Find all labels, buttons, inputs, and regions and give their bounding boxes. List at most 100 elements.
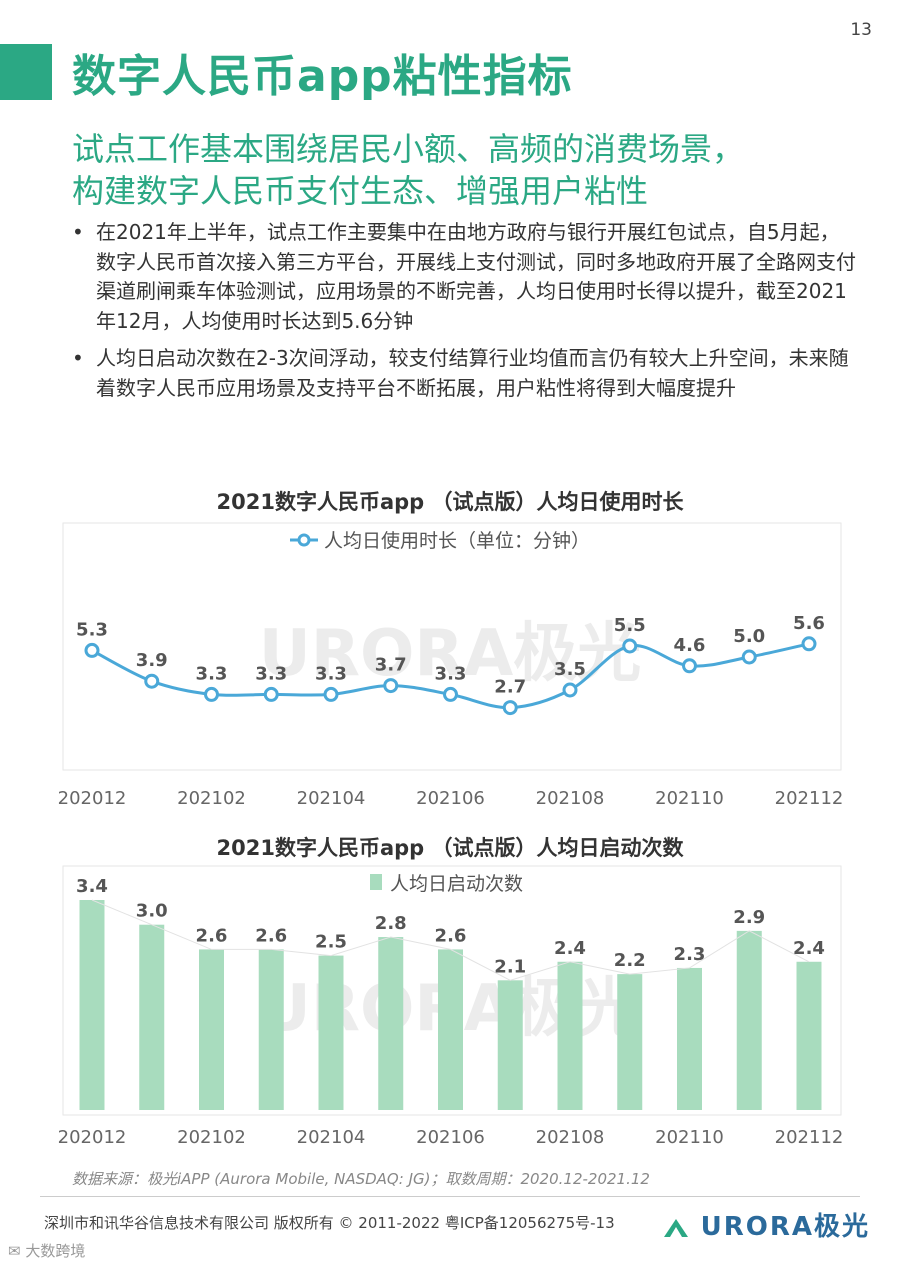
data-label: 2.9	[733, 907, 765, 928]
plot-area-border	[62, 522, 842, 771]
data-label: 3.9	[136, 650, 168, 671]
legend-marker	[297, 533, 311, 547]
aurora-logo-icon	[663, 1218, 688, 1237]
data-label: 2.6	[196, 925, 228, 946]
bar	[438, 949, 463, 1110]
bar	[677, 967, 702, 1110]
bar	[796, 961, 822, 1110]
data-point	[144, 673, 160, 689]
data-label: 2.4	[554, 938, 586, 959]
x-tick-label: 202012	[58, 1127, 127, 1148]
plot-area-border	[62, 865, 842, 1116]
subtitle-line-1: 试点工作基本围绕居民小额、高频的消费场景，	[72, 130, 745, 168]
x-tick-label: 202108	[536, 788, 605, 809]
data-point	[562, 682, 578, 698]
data-label: 2.6	[435, 925, 467, 946]
x-tick-label: 202104	[297, 788, 366, 809]
bar	[139, 924, 165, 1110]
data-label: 4.6	[674, 635, 706, 656]
bullet-dot: •	[72, 220, 84, 244]
data-point	[84, 642, 100, 658]
data-label: 3.3	[315, 663, 347, 684]
page-title: 数字人民币app粘性指标	[72, 51, 573, 102]
chat-bubble-icon: ✉	[8, 1242, 21, 1260]
bar	[497, 980, 523, 1110]
data-label: 5.6	[793, 613, 825, 634]
bar	[736, 930, 762, 1110]
x-tick-label: 202106	[416, 1127, 485, 1148]
legend-swatch	[370, 874, 382, 890]
bar	[378, 937, 404, 1110]
data-point	[502, 700, 518, 716]
bar	[557, 961, 583, 1110]
x-tick-label: 202106	[416, 788, 485, 809]
title-accent-bar	[0, 44, 52, 100]
data-label: 3.0	[136, 901, 168, 922]
x-tick-label: 202012	[58, 788, 127, 809]
data-point	[263, 686, 279, 702]
bar	[318, 955, 344, 1110]
trend-line	[91, 899, 810, 981]
corner-watermark: ✉ 大数跨境	[8, 1240, 85, 1261]
bar	[617, 974, 643, 1110]
data-label: 2.6	[255, 925, 287, 946]
data-label: 3.4	[76, 876, 108, 897]
bullet-list: • 在2021年上半年，试点工作主要集中在由地方政府与银行开展红包试点，自5月起…	[68, 218, 858, 411]
line-chart-title: 2021数字人民币app （试点版）人均日使用时长	[216, 490, 684, 514]
legend-label: 人均日启动次数	[390, 873, 523, 895]
data-label: 3.3	[435, 663, 467, 684]
data-point	[682, 658, 697, 674]
data-label: 3.5	[554, 659, 586, 680]
bullet-item: • 在2021年上半年，试点工作主要集中在由地方政府与银行开展红包试点，自5月起…	[68, 218, 858, 336]
data-point	[741, 649, 757, 665]
footer-divider	[40, 1196, 860, 1197]
data-label: 5.3	[76, 619, 108, 640]
data-label: 2.2	[614, 950, 646, 971]
data-point	[204, 686, 219, 702]
x-tick-label: 202102	[177, 1127, 246, 1148]
bullet-text-1: 在2021年上半年，试点工作主要集中在由地方政府与银行开展红包试点，自5月起，数…	[96, 220, 856, 333]
footer-logo: URORA极光	[662, 1206, 870, 1243]
bar	[79, 900, 105, 1110]
data-label: 2.5	[315, 932, 347, 953]
data-point	[383, 678, 399, 694]
bar-chart-title: 2021数字人民币app （试点版）人均日启动次数	[216, 836, 684, 860]
bullet-dot: •	[72, 346, 84, 370]
data-label: 5.0	[733, 626, 765, 647]
data-label: 2.1	[494, 956, 526, 977]
watermark-text: URORA极光	[259, 617, 641, 691]
line-chart: URORA极光 人均日使用时长（单位：分钟） 5.3 3.9 3.3 3.3 3.3 3.7 3…	[58, 522, 844, 809]
data-label: 5.5	[614, 615, 646, 636]
data-label: 2.8	[375, 913, 407, 934]
x-tick-label: 202104	[297, 1127, 366, 1148]
x-tick-label: 202110	[655, 788, 724, 809]
bar	[258, 949, 284, 1110]
data-label: 2.3	[674, 944, 706, 965]
aurora-watermark: URORA极光	[259, 617, 641, 691]
data-point	[323, 686, 339, 702]
data-label: 3.3	[255, 663, 287, 684]
x-tick-label: 202112	[775, 1127, 844, 1148]
bar	[199, 949, 224, 1110]
x-tick-label: 202112	[775, 788, 844, 809]
data-point	[443, 686, 458, 702]
data-label: 2.4	[793, 938, 825, 959]
footer-copyright: 深圳市和讯华谷信息技术有限公司 版权所有 © 2011-2022 粤ICP备12…	[44, 1214, 615, 1232]
legend-label: 人均日使用时长（单位：分钟）	[324, 530, 590, 552]
data-label: 3.7	[375, 655, 407, 676]
data-label: 3.3	[196, 663, 228, 684]
data-point	[622, 638, 638, 654]
page-subtitle: 试点工作基本围绕居民小额、高频的消费场景， 构建数字人民币支付生态、增强用户粘性	[72, 128, 744, 212]
data-source-note: 数据来源：极光iAPP (Aurora Mobile, NASDAQ: JG)；…	[72, 1170, 650, 1188]
footer-logo-text: URORA极光	[700, 1212, 870, 1242]
data-label: 2.7	[494, 677, 526, 698]
x-tick-label: 202108	[536, 1127, 605, 1148]
page-number: 13	[850, 20, 872, 40]
corner-watermark-text: 大数跨境	[25, 1242, 86, 1260]
bullet-text-2: 人均日启动次数在2-3次间浮动，较支付结算行业均值而言仍有较大上升空间，未来随着…	[96, 346, 849, 400]
subtitle-line-2: 构建数字人民币支付生态、增强用户粘性	[72, 172, 649, 210]
bullet-item: • 人均日启动次数在2-3次间浮动，较支付结算行业均值而言仍有较大上升空间，未来…	[68, 344, 858, 403]
x-tick-label: 202102	[177, 788, 246, 809]
bar-chart: URORA极光人均日启动次数3.43.02.62.62.52.82.62.12.…	[58, 865, 844, 1148]
data-point	[801, 636, 817, 652]
